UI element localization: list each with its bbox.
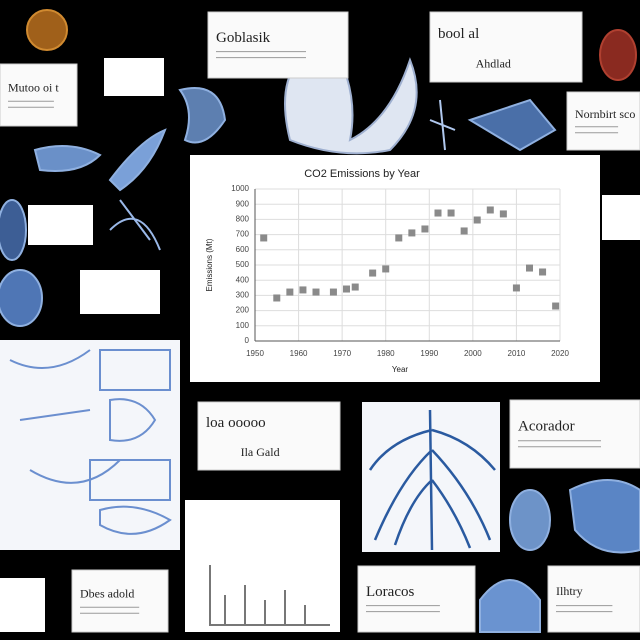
point [286, 288, 294, 296]
point [486, 206, 494, 214]
point [299, 286, 307, 294]
y-tick-label: 300 [236, 291, 250, 300]
y-axis-label: Emissions (Mt) [205, 238, 214, 291]
decorations [0, 9, 640, 633]
y-tick-label: 400 [236, 275, 250, 284]
point [351, 283, 359, 291]
y-tick-label: 700 [236, 230, 250, 239]
point [552, 302, 560, 310]
point [434, 209, 442, 217]
x-tick-label: 2000 [464, 349, 482, 358]
panel-subtitle: Ahdlad [476, 56, 511, 70]
point [447, 209, 455, 217]
x-tick-label: 1980 [377, 349, 395, 358]
panel [509, 399, 640, 469]
point [273, 294, 281, 302]
panel [357, 565, 476, 633]
point [539, 268, 547, 276]
panel [566, 91, 640, 151]
y-tick-label: 100 [236, 321, 250, 330]
point [512, 284, 520, 292]
y-tick-label: 500 [236, 260, 250, 269]
panel-title: Loracos [366, 584, 414, 600]
x-tick-label: 2010 [508, 349, 526, 358]
panel-title: Acorador [518, 419, 575, 435]
point [329, 288, 337, 296]
point [369, 269, 377, 277]
y-tick-label: 1000 [231, 184, 249, 193]
y-tick-label: 800 [236, 215, 250, 224]
panel-title: Nornbirt sco [575, 107, 635, 121]
point [408, 229, 416, 237]
point [260, 234, 268, 242]
x-tick-label: 1990 [420, 349, 438, 358]
y-tick-label: 200 [236, 306, 250, 315]
panel-title: loa ooooo [206, 415, 266, 431]
chart-title: CO2 Emissions by Year [304, 168, 420, 180]
panel-title: Mutoo oi t [8, 81, 59, 95]
panels: Goblasik bool al Ahdlad Mutoo oi t Nornbirt … [0, 11, 640, 633]
point [343, 285, 350, 293]
x-tick-label: 2020 [551, 349, 569, 358]
point [421, 225, 429, 233]
x-tick-label: 1970 [333, 349, 351, 358]
point [526, 264, 533, 272]
panel [429, 11, 583, 83]
panel-title: bool al [438, 26, 479, 42]
panel [547, 565, 640, 633]
panel [71, 569, 169, 633]
point [460, 227, 468, 235]
point [499, 210, 507, 218]
point [382, 265, 390, 273]
panel [207, 11, 349, 79]
point [312, 288, 320, 296]
x-tick-label: 1950 [246, 349, 264, 358]
panel-title: Ilhtry [556, 584, 583, 598]
point [473, 216, 481, 224]
x-axis-label: Year [392, 365, 409, 374]
panel-subtitle: Ila Gald [241, 445, 280, 459]
y-tick-label: 900 [236, 199, 250, 208]
y-tick-label: 0 [245, 336, 250, 345]
panel-title: Dbes adold [80, 587, 134, 601]
point [395, 234, 403, 242]
panel [0, 63, 78, 127]
panel-title: Goblasik [216, 30, 271, 46]
panel [197, 401, 341, 471]
x-tick-label: 1960 [290, 349, 308, 358]
y-tick-label: 600 [236, 245, 250, 254]
